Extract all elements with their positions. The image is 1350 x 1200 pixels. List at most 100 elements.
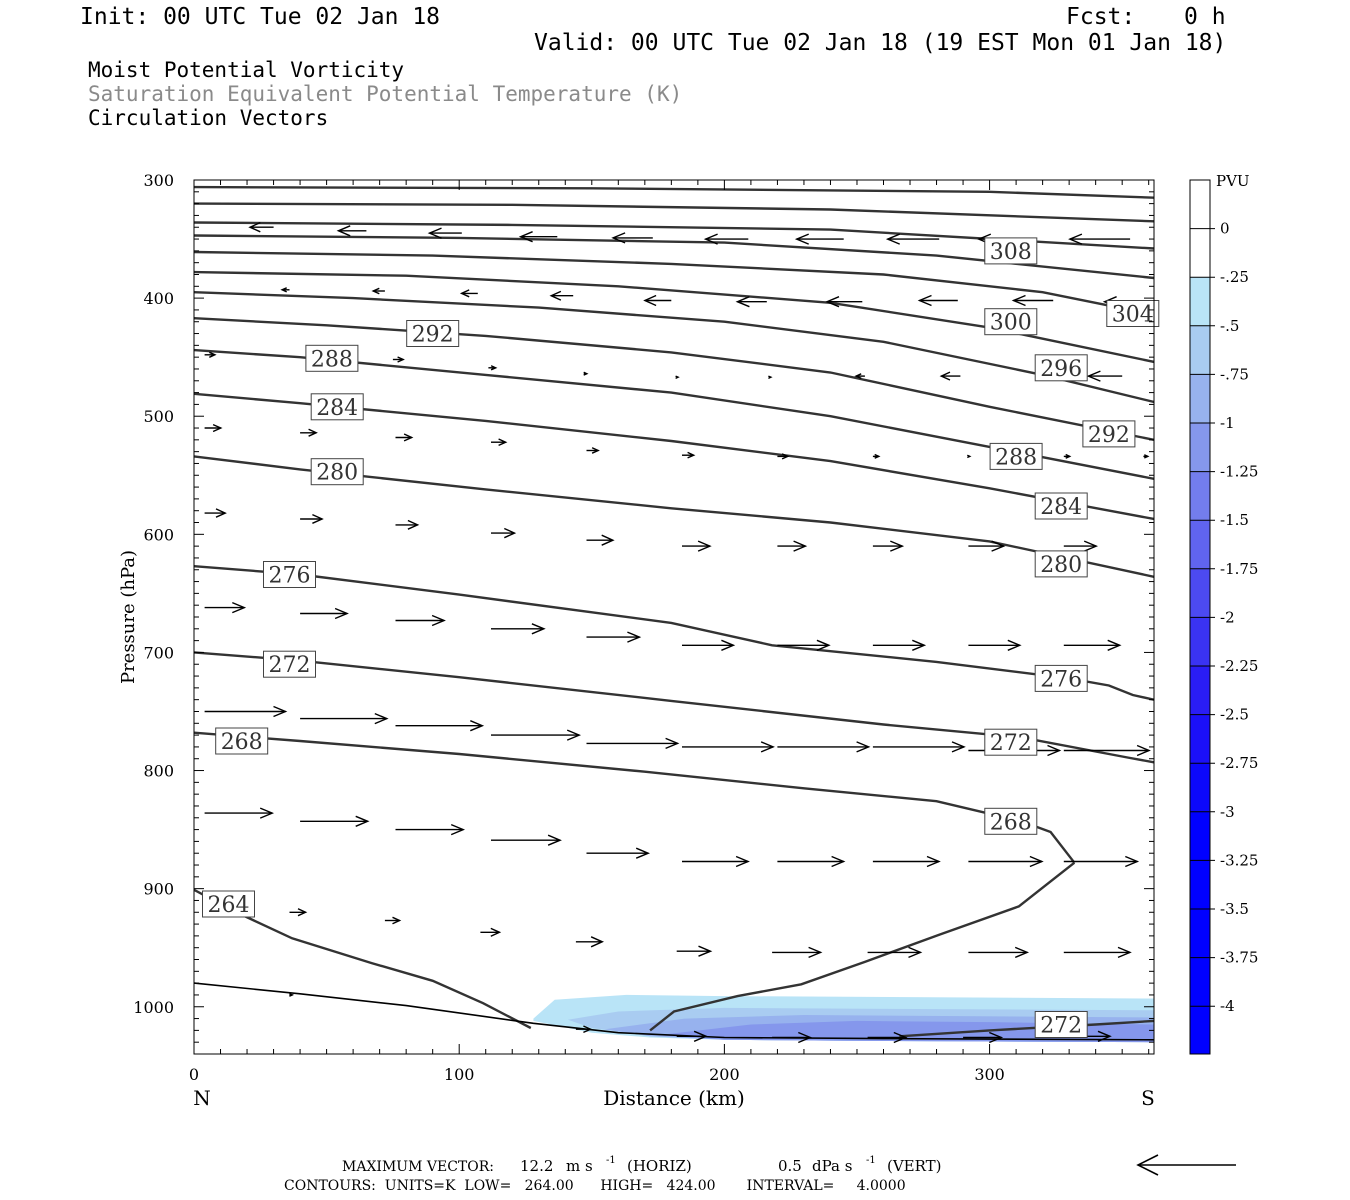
vector-head — [675, 375, 680, 380]
vector-head — [232, 601, 247, 614]
colorbar-tick-label: -2.5 — [1220, 706, 1249, 724]
colorbar-segment — [1190, 374, 1210, 423]
vector-head — [591, 447, 600, 454]
y-tick-label: 300 — [143, 171, 174, 190]
wind-vector — [300, 513, 324, 524]
vector-head — [735, 296, 750, 308]
contour-label: 308 — [984, 237, 1038, 265]
contour-label-box — [1034, 1011, 1088, 1038]
contour-label: 276 — [263, 561, 316, 589]
vector-head — [989, 1031, 1004, 1044]
wind-vector — [872, 741, 966, 753]
colorbar-title: PVU — [1216, 172, 1250, 190]
colorbar-segment — [1190, 617, 1210, 666]
vector-head — [939, 371, 951, 381]
y-tick-label: 400 — [143, 289, 174, 308]
y-tick-label: 600 — [143, 525, 174, 544]
wind-vector — [204, 423, 223, 433]
vector-head — [212, 423, 223, 433]
wind-vector — [480, 927, 502, 937]
wind-vector — [777, 741, 871, 753]
colorbar-segment — [1190, 325, 1210, 375]
vector-head — [874, 453, 881, 459]
contour-label-box — [202, 890, 255, 918]
colorbar-tick-label: -1 — [1220, 414, 1235, 432]
contour-label-box — [989, 442, 1043, 470]
wind-vector — [1063, 946, 1132, 959]
wind-vector — [289, 908, 308, 917]
wind-vector — [968, 639, 1022, 651]
colorbar-segment — [1190, 957, 1210, 1007]
wind-vector — [682, 855, 750, 868]
contour-label-text: 288 — [311, 347, 353, 372]
wind-vector — [777, 855, 846, 868]
contour-label-box — [406, 320, 460, 347]
wind-vector — [204, 508, 227, 518]
colorbar-segment — [1190, 1006, 1210, 1054]
wind-vector — [1011, 294, 1054, 307]
vector-head — [856, 741, 871, 753]
wind-vector — [575, 1025, 593, 1034]
vector-head — [459, 289, 470, 298]
wind-vector — [872, 453, 881, 459]
vector-head — [470, 720, 485, 732]
wind-vector — [549, 290, 574, 301]
y-axis-label: Pressure (hPa) — [118, 550, 139, 684]
wind-vector — [289, 992, 295, 997]
vector-head — [397, 356, 405, 363]
contour-label: 292 — [1082, 420, 1136, 448]
wind-vector — [204, 807, 275, 819]
vector-head — [1125, 855, 1140, 868]
colorbar-segment — [1190, 763, 1210, 812]
vector-head — [601, 534, 615, 546]
contour-label: 284 — [310, 393, 364, 421]
wind-vector — [300, 428, 318, 437]
forecast-label: Fcst: — [1066, 4, 1136, 30]
contour-label-text: 288 — [995, 445, 1037, 470]
contour-label: 284 — [1034, 492, 1088, 520]
vector-head — [665, 737, 680, 750]
wind-vector — [583, 371, 589, 376]
vector-head — [334, 607, 349, 620]
vector-head — [490, 927, 502, 937]
contour-label: 288 — [305, 344, 359, 372]
contour-label-text: 284 — [1040, 495, 1082, 520]
wind-vector — [611, 232, 653, 244]
theta-e-contour-284 — [194, 392, 1154, 521]
wind-vector — [427, 227, 462, 239]
contour-label-text: 308 — [990, 240, 1032, 265]
x-tick-label: 200 — [709, 1065, 740, 1084]
wind-vector — [643, 294, 672, 307]
wind-vector — [675, 375, 680, 380]
wind-vector — [682, 540, 712, 552]
vector-head — [885, 233, 900, 245]
wind-vector — [676, 945, 713, 957]
wind-vector — [1086, 370, 1123, 382]
wind-vector — [491, 527, 517, 539]
colorbar-tick-label: -1.5 — [1220, 511, 1249, 529]
wind-vector — [968, 855, 1044, 868]
colorbar-tick-label: -2.25 — [1220, 657, 1258, 675]
wind-vector — [777, 453, 790, 460]
vector-head — [374, 712, 389, 725]
wind-vector — [768, 375, 773, 380]
cross-section-chart: 3083043002962922922882882842842802802762… — [118, 171, 1258, 1110]
contour-label: 296 — [1034, 354, 1088, 382]
wind-vector — [575, 936, 605, 948]
wind-vector — [1063, 639, 1122, 651]
colorbar-tick-label: -3 — [1220, 803, 1235, 821]
wind-vector — [586, 847, 651, 859]
wind-vector — [963, 1031, 1004, 1044]
theta-e-contour-316 — [194, 202, 1154, 223]
vector-head — [312, 513, 324, 524]
contour-label: 272 — [263, 650, 316, 678]
contour-label: 268 — [984, 807, 1038, 835]
theta-e-contour-264 — [649, 861, 1076, 1032]
colorbar-segment — [1190, 277, 1210, 326]
theta-e-contour-272 — [194, 651, 1154, 764]
colorbar-tick-label: -1.75 — [1220, 560, 1258, 578]
wind-vector — [586, 447, 600, 454]
vector-head — [831, 855, 846, 868]
wind-vector — [371, 287, 385, 295]
vector-head — [336, 225, 351, 237]
